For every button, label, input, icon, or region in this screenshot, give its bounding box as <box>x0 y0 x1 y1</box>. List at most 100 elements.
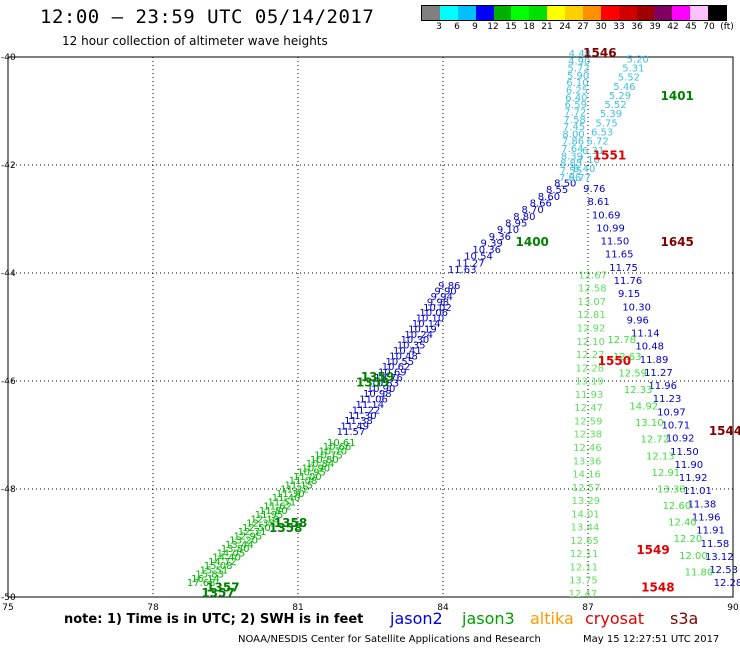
y-tick-label: -42 <box>1 161 16 171</box>
wave-height-value: 14.16 <box>572 470 601 481</box>
colorbar-swatch <box>529 6 548 20</box>
map-frame <box>7 56 734 598</box>
generated-timestamp: May 15 12:27:51 UTC 2017 <box>583 634 720 645</box>
wave-height-value: 11.30 <box>348 411 377 422</box>
wave-height-value: 11.93 <box>575 390 604 401</box>
wave-height-value: 12.20 <box>674 534 703 545</box>
wave-height-value: 12.10 <box>251 514 280 525</box>
wave-height-value: 11.58 <box>701 539 730 550</box>
wave-height-value: 12.72 <box>640 435 669 446</box>
wave-height-value: 11.91 <box>696 526 725 537</box>
pass-time-label: 1551 <box>593 149 626 163</box>
legend-altika: altika <box>530 609 574 628</box>
colorbar-label: 24 <box>559 22 571 32</box>
colorbar-label: 42 <box>667 22 679 32</box>
wave-height-value: 12.65 <box>570 536 599 547</box>
wave-height-value: 11.14 <box>355 400 384 411</box>
wave-height-value: 11.65 <box>605 250 634 261</box>
legend-jason3: jason3 <box>462 609 515 628</box>
pass-time-label: 1358 <box>269 521 302 535</box>
colorbar-label: 18 <box>523 22 535 32</box>
pass-time-label: 1359 <box>361 370 394 384</box>
pass-time-label: 1546 <box>583 46 616 60</box>
wave-height-value: 7.58 <box>564 115 586 126</box>
x-tick-label: 87 <box>582 603 593 613</box>
wave-height-value: 9.96 <box>627 315 649 326</box>
footnote: note: 1) Time is in UTC; 2) SWH is in fe… <box>64 612 364 627</box>
colorbar-swatch <box>672 6 691 20</box>
wave-height-value: 11.27 <box>456 258 485 269</box>
colorbar-swatch <box>457 6 476 20</box>
wave-height-value: 10.55 <box>386 357 415 368</box>
wave-height-value: 10.06 <box>419 308 448 319</box>
colorbar <box>421 5 727 21</box>
wave-height-value: 12.00 <box>679 551 708 562</box>
wave-height-value: 8.85 <box>560 159 582 170</box>
wave-height-value: 12.59 <box>574 416 603 427</box>
wave-height-value: 8.66 <box>530 199 552 210</box>
pass-time-label: 1544 <box>709 424 740 438</box>
wave-height-value: 10.48 <box>389 351 418 362</box>
wave-height-value: 10.83 <box>371 378 400 389</box>
colorbar-labels: 3 6 9 12 15 18 21 24 27 30 33 36 39 42 45 70 (ft) <box>421 22 734 34</box>
wave-height-value: 13.19 <box>575 377 604 388</box>
x-tick-label: 78 <box>147 603 159 613</box>
wave-height-value: 17.68 <box>187 578 216 589</box>
wave-height-value: 10.35 <box>397 341 426 352</box>
wave-height-value: 9.76 <box>583 184 605 195</box>
wave-height-value: 5.20 <box>627 54 649 65</box>
wave-height-value: 11.27 <box>644 368 673 379</box>
wave-height-value: 12.38 <box>574 430 603 441</box>
wave-height-value: 8.95 <box>505 218 527 229</box>
wave-height-value: 15.51 <box>200 565 229 576</box>
wave-height-value: 10.48 <box>635 342 664 353</box>
pass-time-label: 1549 <box>636 543 669 557</box>
colorbar-swatch <box>475 6 494 20</box>
colorbar-swatch <box>708 6 726 20</box>
wave-height-value: 5.39 <box>600 109 622 120</box>
wave-height-value: 11.23 <box>653 394 682 405</box>
wave-height-value: 12.95 <box>234 531 263 542</box>
wave-height-value: 10.90 <box>302 463 331 474</box>
wave-height-value: 8.39 <box>561 151 583 162</box>
wave-height-value: 8.50 <box>554 179 576 190</box>
wave-height-value: 10.71 <box>661 421 690 432</box>
colorbar-swatch <box>565 6 583 20</box>
wave-height-value: 11.30 <box>276 489 305 500</box>
wave-height-value: 11.22 <box>352 405 381 416</box>
colorbar-swatch <box>600 6 619 20</box>
colorbar-swatch <box>422 6 440 20</box>
colorbar-swatch <box>439 6 458 20</box>
colorbar-label: 12 <box>487 22 499 32</box>
wave-height-value: 5.29 <box>609 91 631 102</box>
wave-height-value: 6.53 <box>591 128 613 139</box>
map-grid <box>7 56 734 598</box>
colorbar-swatch <box>654 6 673 20</box>
pass-time-label: 1550 <box>598 354 631 368</box>
wave-height-value: 5.75 <box>595 118 617 129</box>
wave-height-value: 13.12 <box>705 552 734 563</box>
wave-height-value: 10.66 <box>323 442 352 453</box>
wave-height-value: 12.28 <box>714 578 740 589</box>
wave-height-value: 15.83 <box>195 570 224 581</box>
wave-height-value: 11.01 <box>683 486 712 497</box>
wave-height-value: 12.60 <box>663 501 692 512</box>
wave-height-value: 6.59 <box>565 100 587 111</box>
wave-height-value: 16.14 <box>191 574 220 585</box>
wave-height-value: 11.75 <box>609 263 638 274</box>
wave-height-value: 7.72 <box>564 107 586 118</box>
wave-height-value: 8.55 <box>546 185 568 196</box>
wave-height-value: 12.33 <box>246 519 275 530</box>
wave-height-value: 11.08 <box>289 476 318 487</box>
colorbar-swatch <box>547 6 565 20</box>
wave-height-value: 12.57 <box>572 483 601 494</box>
wave-height-value: 9.10 <box>497 225 519 236</box>
wave-height-value: 11.51 <box>268 497 297 508</box>
wave-height-value: 11.22 <box>280 485 309 496</box>
wave-height-value: 7.55 <box>560 166 582 177</box>
legend-cryosat: cryosat <box>585 609 645 628</box>
wave-height-value: 6.10 <box>566 78 588 89</box>
x-tick-label: 75 <box>2 603 13 613</box>
wave-height-value: 10.69 <box>378 368 407 379</box>
